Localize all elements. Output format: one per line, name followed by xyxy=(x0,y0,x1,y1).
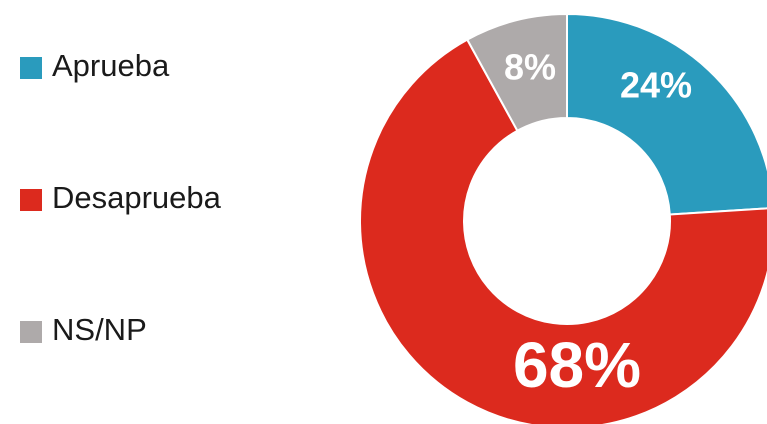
value-label: 8% xyxy=(504,47,556,88)
value-label: 68% xyxy=(513,329,641,401)
legend-swatch xyxy=(20,189,42,211)
legend-label: Aprueba xyxy=(52,48,170,83)
donut-slice xyxy=(359,38,767,424)
legend-label: Desaprueba xyxy=(52,180,222,215)
legend-swatch xyxy=(20,321,42,343)
legend-label: NS/NP xyxy=(52,312,147,347)
donut-slice xyxy=(465,12,568,133)
value-label: 24% xyxy=(620,65,692,106)
legend-swatch xyxy=(20,57,42,79)
donut-slice xyxy=(566,12,767,216)
